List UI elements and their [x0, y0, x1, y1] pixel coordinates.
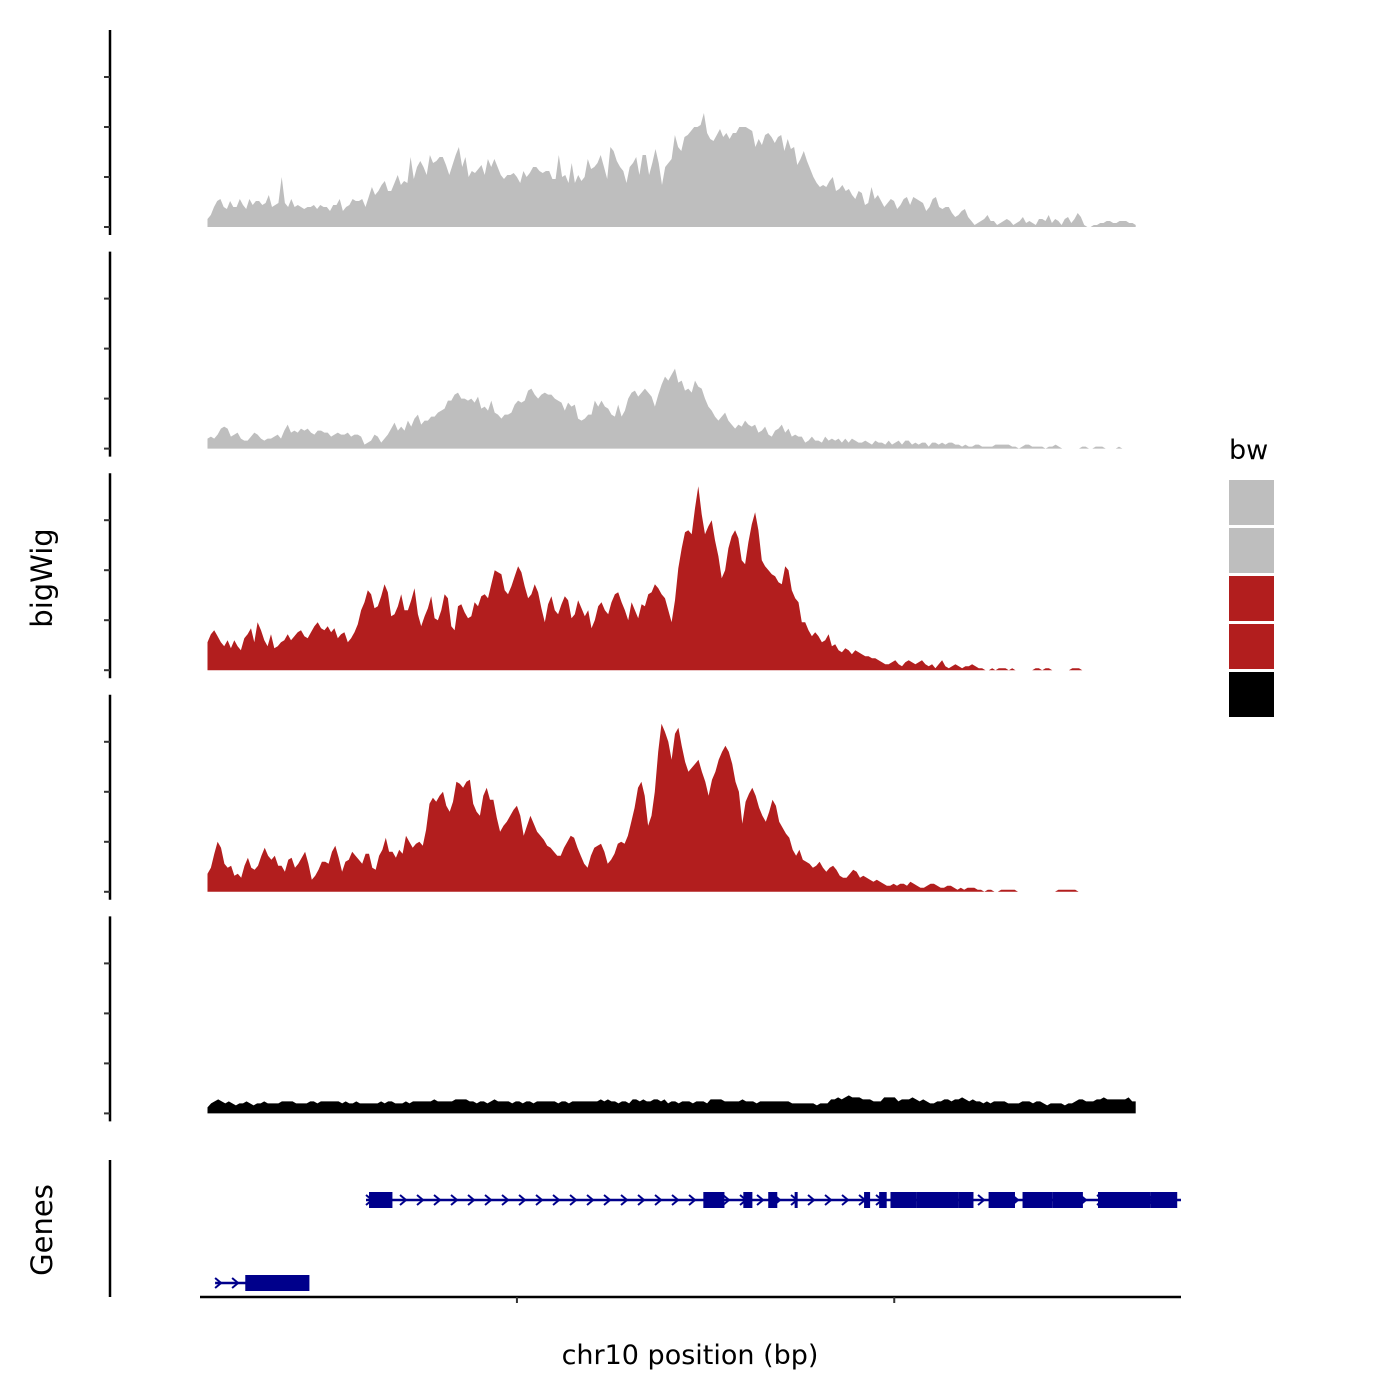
exon-block	[890, 1192, 917, 1208]
strand-arrow-icon	[399, 1194, 408, 1206]
exon-block	[768, 1192, 778, 1208]
exon-block	[1150, 1192, 1178, 1208]
strand-arrow-icon	[450, 1194, 459, 1206]
strand-arrow-icon	[231, 1277, 240, 1289]
strand-arrow-icon	[416, 1194, 425, 1206]
legend-swatch	[1229, 576, 1274, 621]
legend-swatch	[1229, 480, 1274, 525]
exon-block	[369, 1192, 393, 1208]
exon-block	[879, 1192, 887, 1208]
strand-arrow-icon	[688, 1194, 697, 1206]
exon-block	[1097, 1192, 1151, 1208]
exon-block	[1022, 1192, 1053, 1208]
y-axis-title: bigWig	[25, 528, 59, 627]
legend-swatch	[1229, 624, 1274, 669]
x-axis	[200, 1295, 1181, 1303]
strand-arrow-icon	[214, 1277, 223, 1289]
strand-arrow-icon	[603, 1194, 612, 1206]
x-axis-title: chr10 position (bp)	[562, 1340, 819, 1371]
exon-block	[703, 1192, 725, 1208]
legend-item-wt1	[1229, 480, 1274, 525]
strand-arrow-icon	[671, 1194, 680, 1206]
signal-area-wt2	[207, 368, 1136, 449]
legend-item-wt2	[1229, 528, 1274, 573]
legend-title: bw	[1229, 435, 1268, 466]
exon-block	[1052, 1192, 1083, 1208]
exon-block	[988, 1192, 1015, 1208]
signal-area-wt1	[207, 113, 1136, 227]
exon-block	[245, 1275, 310, 1291]
strand-arrow-icon	[841, 1194, 850, 1206]
strand-arrow-icon	[518, 1194, 527, 1206]
tracks-layer	[104, 30, 1136, 1122]
signal-area-ko1	[207, 486, 1136, 671]
gene-model-matk	[365, 1192, 1181, 1208]
gene-model-zfr2	[214, 1275, 310, 1291]
track-panel-wt1	[104, 30, 1136, 235]
legend-item-input	[1229, 672, 1274, 717]
signal-area-ko2	[207, 723, 1136, 892]
genes-layer	[108, 1160, 1181, 1297]
strand-arrow-icon	[637, 1194, 646, 1206]
legend-swatch	[1229, 528, 1274, 573]
strand-arrow-icon	[807, 1194, 816, 1206]
exon-block	[794, 1192, 798, 1208]
track-panel-wt2	[104, 251, 1136, 457]
strand-arrow-icon	[756, 1194, 765, 1206]
strand-arrow-icon	[620, 1194, 629, 1206]
exon-block	[864, 1192, 871, 1208]
track-panel-ko2	[104, 694, 1136, 900]
strand-arrow-icon	[433, 1194, 442, 1206]
strand-arrow-icon	[654, 1194, 663, 1206]
legend: bw	[1229, 435, 1274, 717]
strand-arrow-icon	[722, 1194, 731, 1206]
exon-block	[743, 1192, 753, 1208]
strand-arrow-icon	[501, 1194, 510, 1206]
signal-area-input	[207, 1095, 1136, 1114]
legend-swatch	[1229, 672, 1274, 717]
strand-arrow-icon	[467, 1194, 476, 1206]
strand-arrow-icon	[977, 1194, 986, 1206]
exon-block	[958, 1192, 974, 1208]
legend-item-ko1	[1229, 576, 1274, 621]
track-panel-ko1	[104, 473, 1136, 679]
strand-arrow-icon	[535, 1194, 544, 1206]
genes-axis-title: Genes	[25, 1184, 59, 1276]
strand-arrow-icon	[569, 1194, 578, 1206]
strand-arrow-icon	[484, 1194, 493, 1206]
track-panel-input	[104, 916, 1136, 1122]
legend-item-ko2	[1229, 624, 1274, 669]
strand-arrow-icon	[824, 1194, 833, 1206]
strand-arrow-icon	[552, 1194, 561, 1206]
exon-block	[916, 1192, 959, 1208]
strand-arrow-icon	[586, 1194, 595, 1206]
